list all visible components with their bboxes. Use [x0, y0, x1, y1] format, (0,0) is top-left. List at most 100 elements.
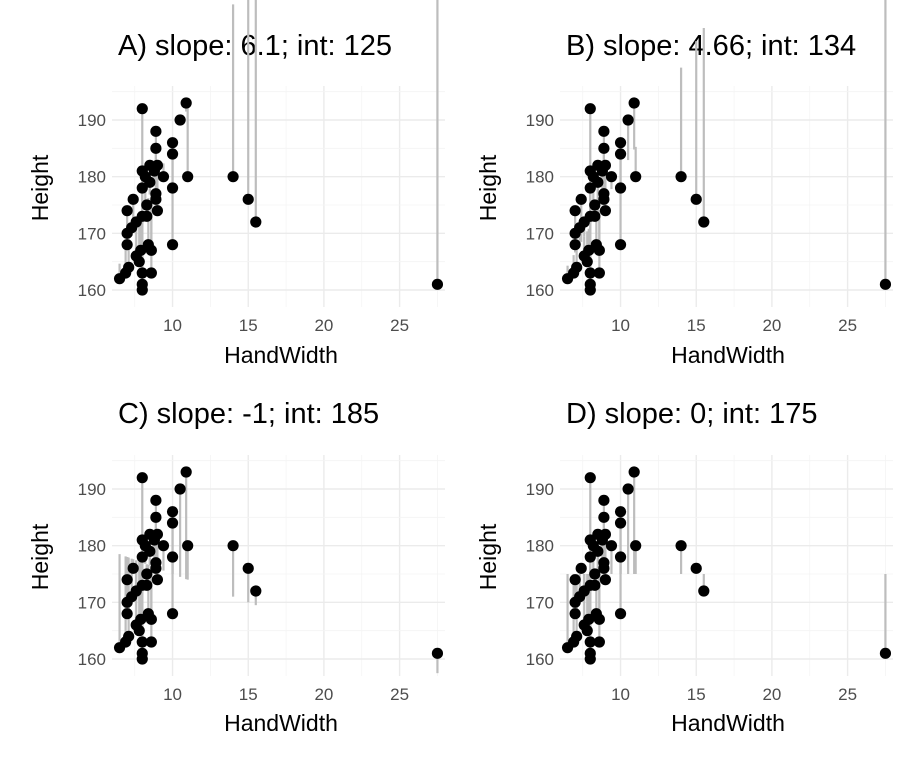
- data-point: [593, 613, 605, 625]
- panel-d-x-ticks: 10 15 20 25: [611, 685, 857, 704]
- panel-c-residuals: [118, 472, 439, 674]
- data-point: [145, 636, 157, 648]
- data-point: [879, 278, 892, 290]
- data-point: [141, 579, 153, 591]
- data-point: [166, 182, 179, 194]
- data-point: [598, 125, 610, 137]
- data-point: [166, 137, 179, 149]
- panel-c-x-ticks: 10 15 20 25: [163, 685, 409, 704]
- data-point: [628, 466, 640, 478]
- x-tick-label: 20: [762, 316, 781, 335]
- data-point: [622, 483, 634, 495]
- data-point: [593, 636, 605, 648]
- data-point: [150, 562, 162, 574]
- data-point: [614, 137, 627, 149]
- y-tick-label: 180: [526, 537, 554, 556]
- panel-b-x-ticks: 10 15 20 25: [611, 316, 857, 335]
- data-point: [166, 239, 179, 251]
- x-tick-label: 20: [762, 685, 781, 704]
- data-point: [598, 511, 610, 523]
- data-point: [584, 653, 596, 665]
- x-tick-label: 15: [239, 316, 258, 335]
- panel-c-x-axis-title: HandWidth: [224, 710, 338, 736]
- panel-d: D) slope: 0; int: 175 160 170 180 190 10 15 2…: [475, 398, 893, 736]
- data-point: [628, 97, 640, 109]
- x-tick-label: 10: [611, 685, 630, 704]
- data-point: [182, 540, 194, 552]
- y-tick-label: 190: [526, 480, 554, 499]
- data-point: [630, 540, 642, 552]
- y-tick-label: 170: [526, 224, 554, 243]
- data-point: [614, 517, 627, 529]
- y-tick-label: 170: [78, 224, 106, 243]
- x-tick-label: 15: [687, 685, 706, 704]
- panel-d-grid: [560, 455, 893, 676]
- x-tick-label: 10: [163, 316, 182, 335]
- data-point: [698, 216, 710, 228]
- panel-b-y-axis-title: Height: [475, 154, 501, 221]
- x-tick-label: 25: [390, 316, 409, 335]
- data-point: [141, 199, 153, 211]
- data-point: [141, 568, 153, 580]
- data-point: [589, 210, 601, 222]
- data-point: [136, 653, 148, 665]
- data-point: [675, 171, 687, 183]
- data-point: [614, 551, 627, 563]
- data-point: [599, 205, 612, 217]
- y-tick-label: 180: [526, 168, 554, 187]
- panel-b-points: [561, 97, 892, 296]
- data-point: [151, 574, 164, 586]
- data-point: [166, 517, 179, 529]
- y-tick-label: 190: [78, 111, 106, 130]
- data-point: [121, 205, 133, 217]
- data-point: [121, 574, 133, 586]
- y-tick-label: 190: [526, 111, 554, 130]
- data-point: [136, 103, 148, 115]
- panel-b-title: B) slope: 4.66; int: 134: [566, 30, 856, 62]
- data-point: [599, 528, 612, 540]
- data-point: [630, 171, 642, 183]
- data-point: [174, 114, 186, 126]
- panel-a-x-axis-title: HandWidth: [224, 342, 338, 368]
- panel-a-y-ticks: 160 170 180 190: [78, 111, 106, 300]
- data-point: [144, 545, 156, 557]
- data-point: [157, 540, 170, 552]
- panel-a-x-ticks: 10 15 20 25: [163, 316, 409, 335]
- data-point: [133, 256, 145, 268]
- x-tick-label: 25: [390, 685, 409, 704]
- data-point: [598, 193, 610, 205]
- data-point: [150, 142, 162, 154]
- panel-b-x-axis-title: HandWidth: [671, 342, 785, 368]
- panel-c-y-axis-title: Height: [27, 523, 53, 590]
- data-point: [227, 171, 239, 183]
- data-point: [592, 176, 604, 188]
- x-tick-label: 15: [687, 316, 706, 335]
- data-point: [151, 528, 164, 540]
- data-point: [584, 267, 596, 279]
- data-point: [698, 585, 710, 597]
- data-point: [675, 540, 687, 552]
- data-point: [584, 636, 596, 648]
- data-point: [584, 472, 596, 484]
- panel-d-y-ticks: 160 170 180 190: [526, 480, 554, 669]
- data-point: [151, 159, 164, 171]
- data-point: [151, 205, 164, 217]
- x-tick-label: 20: [314, 685, 333, 704]
- data-point: [599, 159, 612, 171]
- data-point: [598, 562, 610, 574]
- data-point: [141, 210, 153, 222]
- data-point: [431, 647, 444, 659]
- panel-b-grid: [560, 86, 893, 307]
- data-point: [614, 148, 627, 160]
- panel-c-title: C) slope: -1; int: 185: [118, 398, 379, 430]
- data-point: [593, 267, 605, 279]
- data-point: [136, 267, 148, 279]
- y-tick-label: 160: [78, 281, 106, 300]
- y-tick-label: 190: [78, 480, 106, 499]
- data-point: [127, 562, 139, 574]
- data-point: [589, 568, 601, 580]
- data-point: [166, 608, 179, 620]
- panel-a-points: [113, 97, 444, 296]
- data-point: [150, 494, 162, 506]
